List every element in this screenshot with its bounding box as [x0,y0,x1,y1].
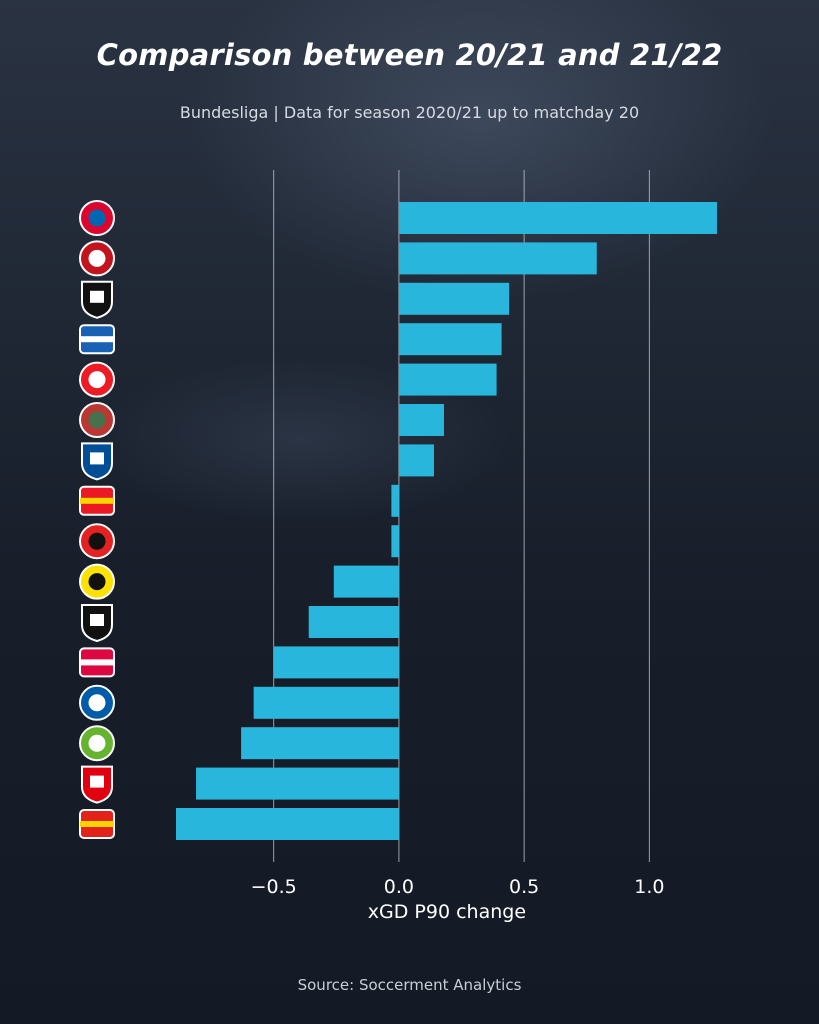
bar-4 [398,363,497,396]
x-axis-label: xGD P90 change [368,901,526,923]
bar-7 [391,484,399,517]
rb-leipzig-logo-icon [79,647,115,678]
bar-8 [391,525,399,558]
koln-logo-icon [79,361,115,398]
chart-title: Comparison between 20/21 and 21/22 [96,38,723,72]
hoffenheim-logo-icon [79,324,115,355]
hertha-logo-icon [79,684,115,721]
bar-9 [333,565,399,598]
gladbach-logo-icon [81,604,113,643]
bar-1 [398,242,597,275]
stuttgart-logo-icon [79,809,115,839]
freiburg-logo-icon [81,280,113,319]
bar-13 [241,727,399,760]
x-tick-label-0: −0.5 [251,876,297,898]
bar-12 [253,686,399,719]
x-tick-label-3: 1.0 [634,876,664,898]
mainz-logo-icon [79,240,115,277]
augsburg-logo-icon [79,402,115,438]
x-tick-label-1: 0.0 [384,876,414,898]
bar-11 [273,646,399,679]
bar-5 [398,404,444,436]
bar-0 [398,202,717,234]
source-note: Source: Soccerment Analytics [297,976,522,994]
union-berlin-logo-icon [79,485,115,516]
chart-subtitle: Bundesliga | Data for season 2020/21 up … [179,103,640,122]
bar-14 [196,767,399,800]
frankfurt-logo-icon [81,765,113,804]
bar-2 [398,282,510,315]
dortmund-logo-icon [79,563,115,600]
bar-3 [398,323,502,356]
bar-6 [398,444,434,477]
bar-15 [176,808,399,840]
wolfsburg-logo-icon [79,725,115,762]
x-tick-label-2: 0.5 [509,876,539,898]
bayern-munich-logo-icon [79,200,115,236]
bar-10 [308,606,399,638]
leverkusen-logo-icon [79,523,115,560]
arminia-bielefeld-logo-icon [81,442,113,481]
